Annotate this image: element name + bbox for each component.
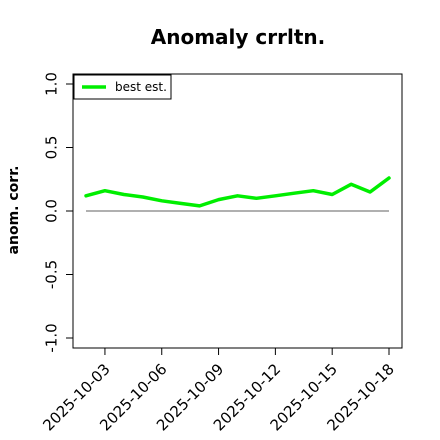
y-tick-label: -0.5 <box>42 260 60 289</box>
y-tick-label: 0.0 <box>42 199 60 223</box>
series-line-0 <box>84 176 391 208</box>
series-layer <box>84 176 391 212</box>
y-tick-label: 1.0 <box>42 72 60 96</box>
y-tick-label: 0.5 <box>42 136 60 160</box>
x-axis: 2025-10-032025-10-062025-10-092025-10-12… <box>39 348 398 434</box>
y-tick-label: -1.0 <box>42 323 60 352</box>
chart-title: Anomaly crrltn. <box>151 25 325 49</box>
legend-label-best-est: best est. <box>115 80 167 94</box>
y-axis-label: anom. corr. <box>6 166 22 255</box>
y-axis: -1.0 -0.5 0.0 0.5 1.0 <box>42 72 73 353</box>
legend: best est. <box>73 74 172 100</box>
